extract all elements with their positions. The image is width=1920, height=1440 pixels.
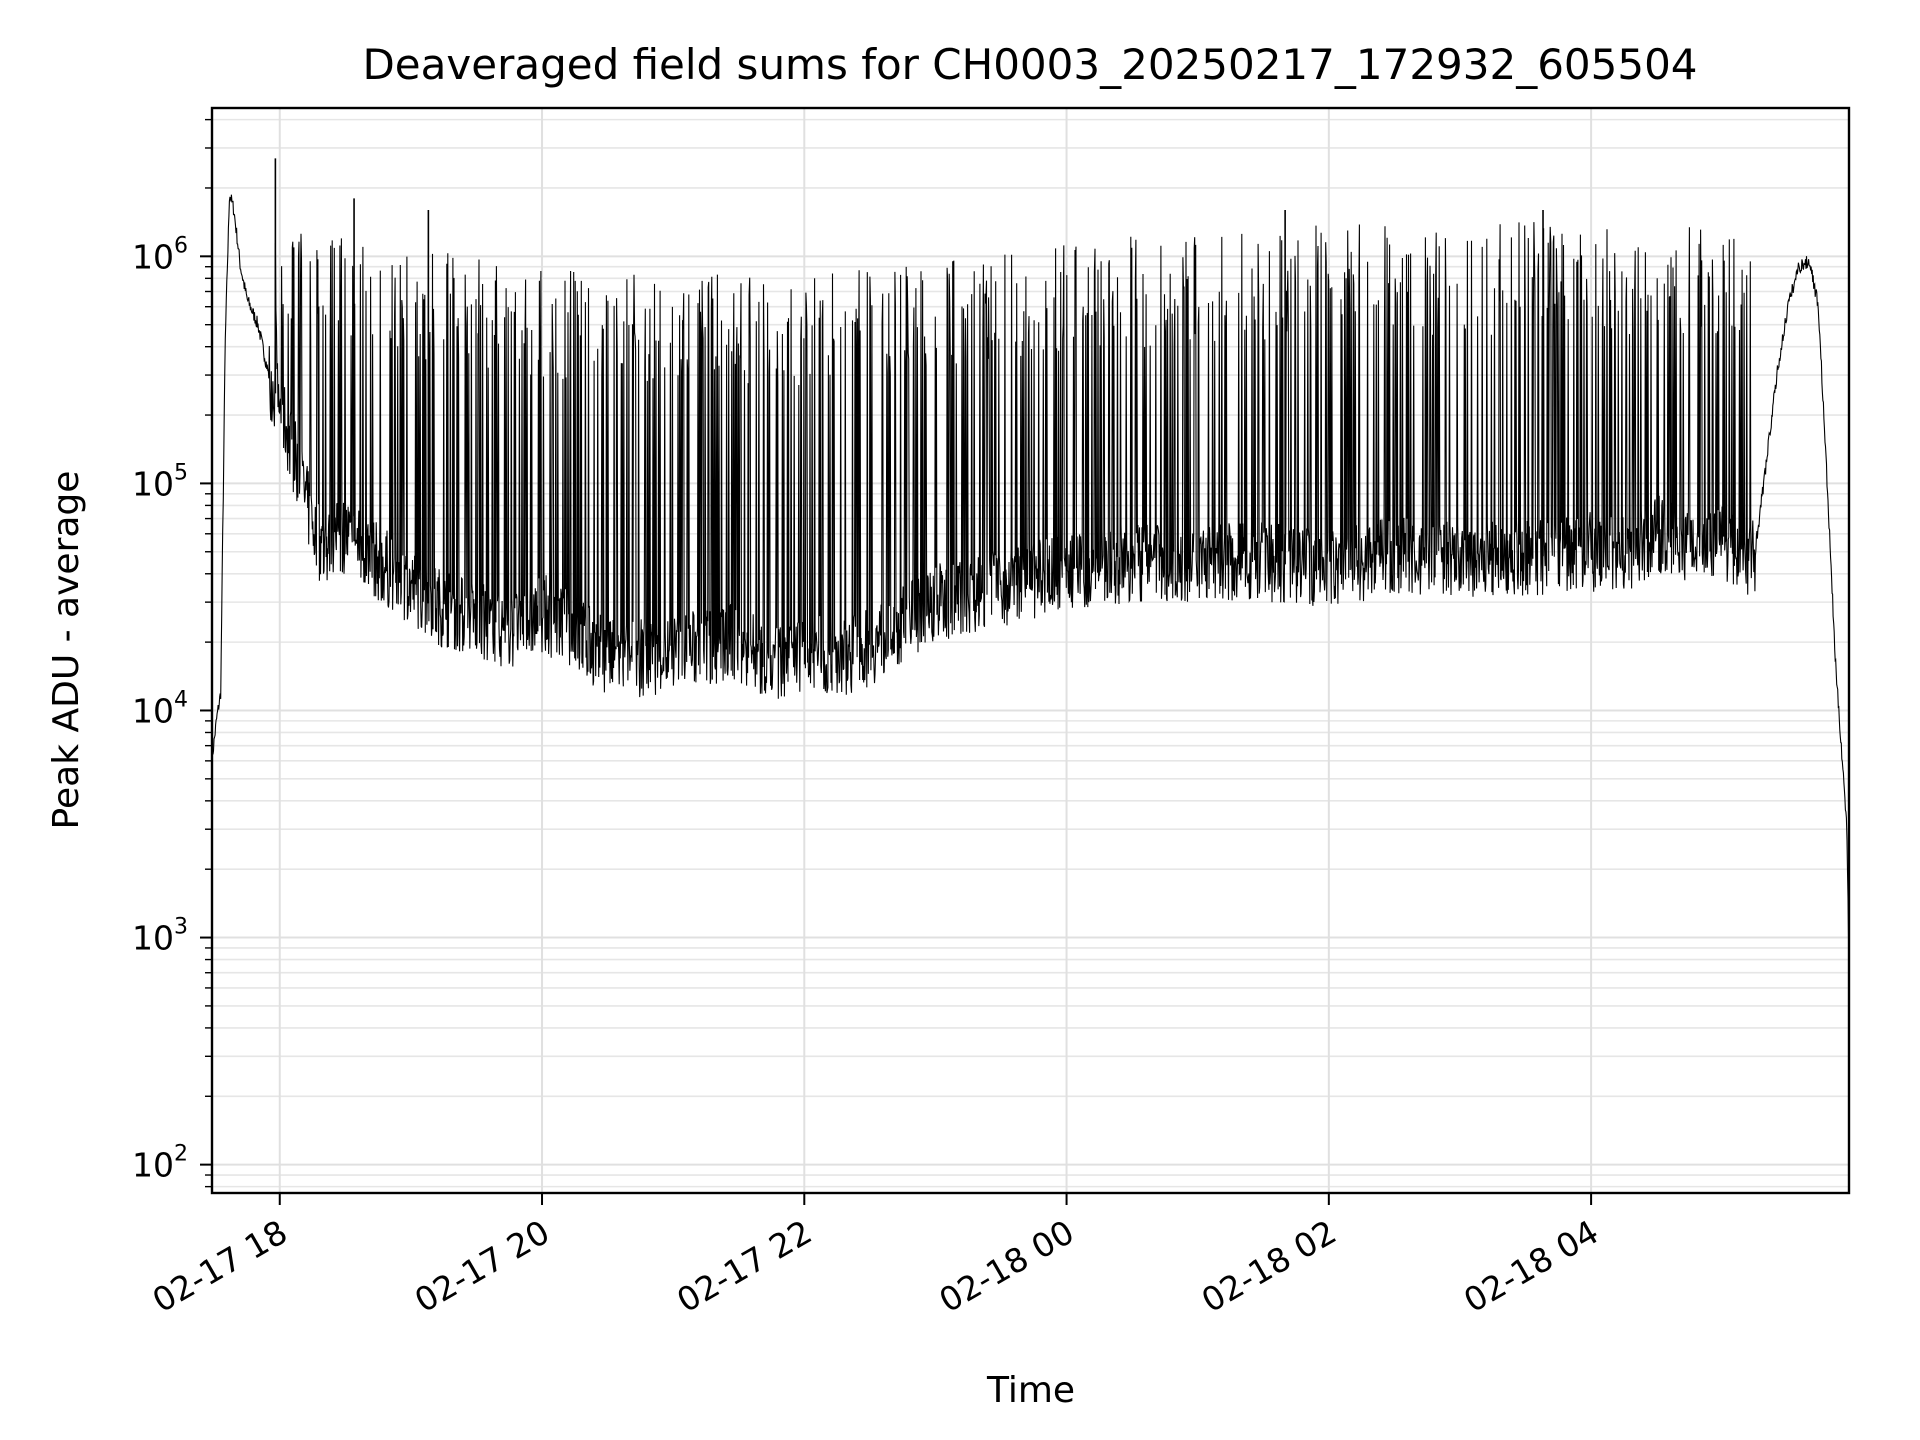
plot-area [212, 158, 1849, 964]
y-tick-label: 105 [132, 460, 188, 503]
y-tick-label: 103 [132, 915, 188, 958]
x-tick-label: 02-18 00 [933, 1212, 1081, 1320]
plot-frame [210, 106, 1851, 1195]
x-axis: 02-17 18 02-17 20 02-17 22 02-18 00 02-18 02… [146, 1193, 1605, 1320]
y-tick-label: 106 [132, 233, 188, 276]
x-tick-label: 02-17 18 [146, 1212, 294, 1320]
x-tick-label: 02-17 20 [408, 1212, 556, 1320]
y-tick-label: 104 [132, 687, 188, 730]
series-line [212, 194, 1849, 964]
y-axis-label: Peak ADU - average [46, 471, 87, 830]
series-layer [212, 194, 1849, 964]
x-axis-label: Time [986, 1370, 1075, 1411]
y-tick-label: 102 [132, 1142, 188, 1185]
x-tick-label: 02-17 22 [670, 1212, 818, 1320]
chart-title: Deaveraged field sums for CH0003_2025021… [362, 40, 1697, 89]
x-tick-label: 02-18 02 [1195, 1212, 1343, 1320]
x-tick-label: 02-18 04 [1457, 1212, 1605, 1320]
y-axis: 102 103 104 105 106 [132, 118, 212, 1188]
